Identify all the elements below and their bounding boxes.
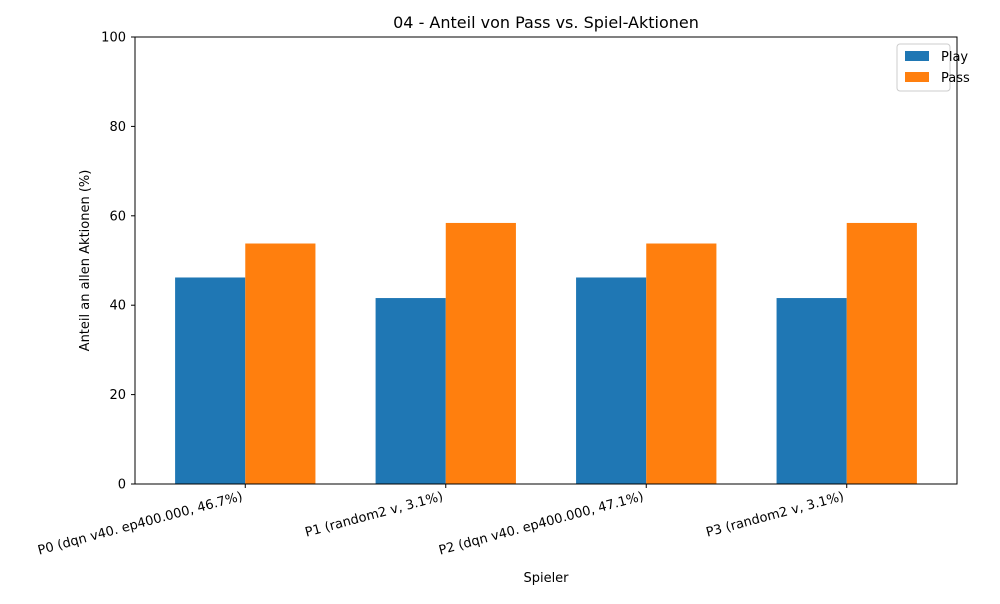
y-axis: 0 20 40 60 80 100 xyxy=(101,31,135,493)
bars-layer xyxy=(175,222,917,484)
bar-pass-0 xyxy=(245,243,316,484)
bar-play-3 xyxy=(776,298,847,484)
bar-pass-3 xyxy=(846,222,917,484)
legend-swatch-play xyxy=(905,51,929,61)
bar-play-2 xyxy=(576,277,647,484)
y-tick-label: 100 xyxy=(101,31,126,46)
plot-frame xyxy=(134,36,958,485)
bar-pass-1 xyxy=(445,222,516,484)
chart-title: 04 - Anteil von Pass vs. Spiel-Aktionen xyxy=(393,13,699,32)
bar-play-0 xyxy=(175,277,246,484)
legend: Play Pass xyxy=(896,43,970,92)
legend-label-pass: Pass xyxy=(941,71,970,86)
y-tick-label: 80 xyxy=(109,120,126,135)
legend-label-play: Play xyxy=(941,50,968,65)
bar-pass-2 xyxy=(646,243,717,484)
y-tick-label: 20 xyxy=(109,388,126,403)
x-axis-label: Spieler xyxy=(523,571,569,586)
y-tick-label: 40 xyxy=(109,299,126,314)
y-tick-label: 60 xyxy=(109,209,126,224)
y-tick-label: 0 xyxy=(118,478,126,493)
y-axis-label: Anteil an allen Aktionen (%) xyxy=(78,170,93,352)
bar-play-1 xyxy=(375,298,446,484)
legend-swatch-pass xyxy=(905,72,929,82)
